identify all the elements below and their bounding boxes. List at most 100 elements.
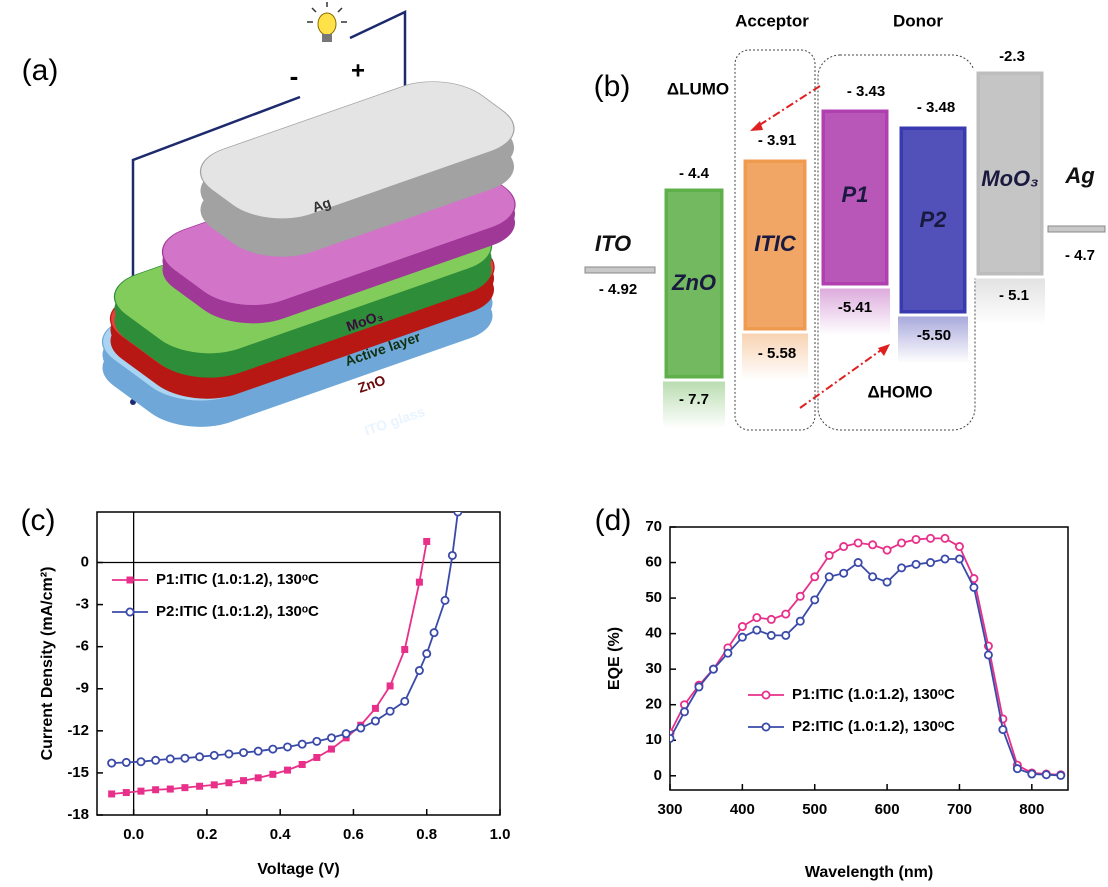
marker — [898, 564, 905, 571]
marker — [1014, 765, 1021, 772]
level-label: - 3.91 — [758, 132, 796, 149]
marker — [181, 755, 188, 762]
x-tick-label: 400 — [730, 801, 755, 818]
marker — [782, 610, 789, 617]
marker — [927, 559, 934, 566]
x-tick-label: 0.8 — [416, 826, 437, 843]
marker — [211, 752, 218, 759]
marker — [225, 750, 232, 757]
marker — [855, 559, 862, 566]
marker — [123, 789, 130, 796]
marker — [782, 632, 789, 639]
material-label: ZnO — [671, 270, 716, 295]
marker — [343, 730, 350, 737]
marker — [797, 618, 804, 625]
material-label: Ag — [1064, 163, 1095, 188]
bulb — [318, 13, 336, 35]
marker — [284, 743, 291, 750]
bulb-ray — [338, 8, 342, 12]
y-tick-label: 60 — [645, 554, 662, 571]
y-tick-label: -18 — [67, 806, 89, 823]
marker — [1057, 772, 1064, 779]
marker — [855, 539, 862, 546]
marker — [167, 755, 174, 762]
level-line — [585, 267, 655, 273]
figure: (a)-+ITO glassZnOActive layerMoO₃Ag(b)Ac… — [0, 0, 1108, 887]
marker — [127, 577, 134, 584]
group-label: Donor — [893, 11, 943, 30]
level-label: - 3.43 — [847, 83, 885, 100]
x-tick-label: 700 — [947, 801, 972, 818]
marker — [985, 651, 992, 658]
marker — [196, 753, 203, 760]
marker — [681, 708, 688, 715]
marker — [152, 786, 159, 793]
arrow-head — [878, 344, 890, 356]
level-label: - 4.4 — [679, 165, 710, 182]
marker — [386, 708, 393, 715]
marker — [883, 547, 890, 554]
marker — [869, 541, 876, 548]
material-label: P1 — [842, 182, 869, 207]
x-tick-label: 1.0 — [490, 826, 511, 843]
marker — [299, 761, 306, 768]
annotation: ΔLUMO — [667, 79, 729, 98]
legend-label: P2:ITIC (1.0:1.2), 130ᵒC — [156, 603, 319, 620]
y-tick-label: 40 — [645, 625, 662, 642]
y-tick-label: -9 — [76, 680, 89, 697]
material-label: ITIC — [754, 231, 797, 256]
layer-label: ITO glass — [362, 403, 427, 439]
marker — [840, 543, 847, 550]
level-label: - 4.92 — [599, 281, 637, 298]
series-line — [670, 559, 1061, 775]
marker — [941, 535, 948, 542]
marker — [401, 698, 408, 705]
level-label: - 7.7 — [679, 391, 709, 408]
marker — [883, 578, 890, 585]
x-tick-label: 800 — [1019, 801, 1044, 818]
legend-label: P1:ITIC (1.0:1.2), 130ᵒC — [156, 571, 319, 588]
marker — [126, 608, 133, 615]
marker — [956, 555, 963, 562]
level-label: -5.41 — [838, 299, 872, 316]
marker — [167, 786, 174, 793]
marker — [269, 771, 276, 778]
level-label: -5.50 — [917, 327, 951, 344]
material-label: ITO — [595, 231, 631, 256]
x-tick-label: 0.0 — [123, 826, 144, 843]
marker — [826, 552, 833, 559]
marker — [313, 754, 320, 761]
y-tick-label: 0 — [654, 767, 662, 784]
marker — [196, 783, 203, 790]
marker — [724, 650, 731, 657]
plot-frame — [97, 512, 500, 815]
marker — [1043, 771, 1050, 778]
panel-label: (d) — [595, 504, 632, 537]
marker — [357, 724, 364, 731]
marker — [811, 596, 818, 603]
marker — [739, 634, 746, 641]
marker — [372, 705, 379, 712]
level-label: - 5.58 — [758, 345, 796, 362]
marker — [811, 573, 818, 580]
page: (a)-+ITO glassZnOActive layerMoO₃Ag(b)Ac… — [0, 0, 1108, 887]
material-label: MoO₃ — [981, 166, 1038, 191]
x-tick-label: 300 — [657, 801, 682, 818]
marker — [912, 561, 919, 568]
marker — [970, 584, 977, 591]
marker — [299, 741, 306, 748]
level-label: - 4.7 — [1065, 247, 1095, 264]
x-tick-label: 600 — [875, 801, 900, 818]
marker — [416, 667, 423, 674]
polarity: + — [351, 57, 365, 84]
marker — [137, 758, 144, 765]
y-tick-label: -3 — [76, 596, 89, 613]
marker — [898, 539, 905, 546]
marker — [762, 691, 769, 698]
group-label: Acceptor — [735, 11, 809, 30]
marker — [753, 626, 760, 633]
marker — [255, 774, 262, 781]
marker — [240, 749, 247, 756]
marker — [762, 723, 769, 730]
x-axis-label: Wavelength (nm) — [805, 864, 933, 881]
